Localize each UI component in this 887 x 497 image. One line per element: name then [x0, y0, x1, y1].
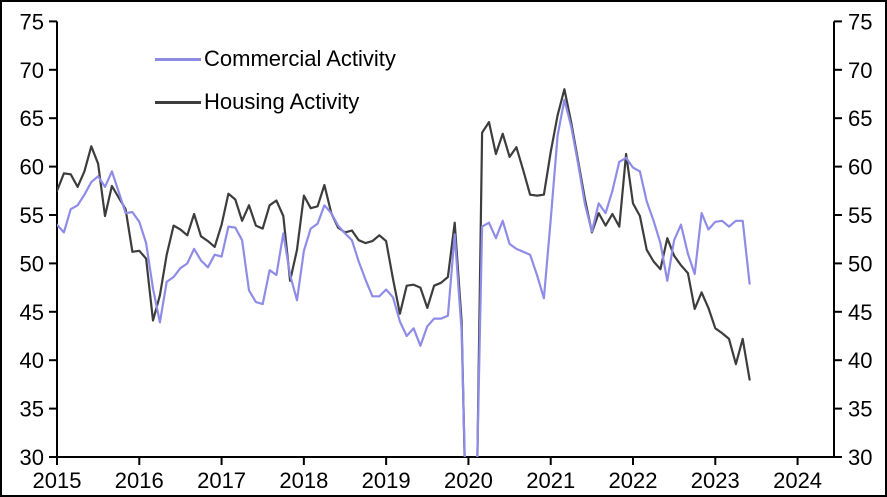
legend: Commercial Activity Housing Activity: [155, 46, 396, 115]
y-tick-label-right: 70: [848, 58, 872, 83]
y-tick-label-right: 45: [848, 300, 872, 325]
y-tick-label-right: 55: [848, 203, 872, 228]
y-tick-label-left: 35: [20, 397, 44, 422]
y-tick-label-right: 30: [848, 445, 872, 470]
y-tick-label-left: 70: [20, 58, 44, 83]
x-tick-label: 2020: [444, 468, 493, 493]
x-tick-label: 2015: [33, 468, 82, 493]
y-tick-label-right: 65: [848, 106, 872, 131]
y-tick-label-right: 35: [848, 397, 872, 422]
y-tick-label-left: 50: [20, 251, 44, 276]
legend-label-commercial: Commercial Activity: [204, 46, 396, 71]
x-tick-label: 2024: [773, 468, 822, 493]
y-tick-label-right: 75: [848, 9, 872, 34]
legend-item-commercial: Commercial Activity: [155, 46, 396, 72]
x-tick-label: 2022: [609, 468, 658, 493]
housing-activity-line: [57, 88, 751, 457]
x-tick-label: 2017: [197, 468, 246, 493]
x-tick-label: 2016: [115, 468, 164, 493]
x-tick-label: 2018: [279, 468, 328, 493]
commercial-line-swatch: [155, 57, 201, 61]
x-tick-label: 2021: [526, 468, 575, 493]
legend-item-housing: Housing Activity: [155, 89, 396, 115]
y-tick-label-right: 50: [848, 251, 872, 276]
y-tick-label-left: 65: [20, 106, 44, 131]
commercial-activity-line: [57, 98, 751, 457]
legend-label-housing: Housing Activity: [204, 89, 360, 114]
x-tick-label: 2023: [691, 468, 740, 493]
housing-line-swatch: [155, 100, 201, 104]
y-tick-label-left: 60: [20, 155, 44, 180]
y-tick-label-left: 75: [20, 9, 44, 34]
y-tick-label-left: 45: [20, 300, 44, 325]
x-tick-label: 2019: [362, 468, 411, 493]
y-tick-label-right: 60: [848, 155, 872, 180]
y-tick-label-left: 55: [20, 203, 44, 228]
y-tick-label-left: 40: [20, 348, 44, 373]
y-tick-label-left: 30: [20, 445, 44, 470]
y-tick-label-right: 40: [848, 348, 872, 373]
